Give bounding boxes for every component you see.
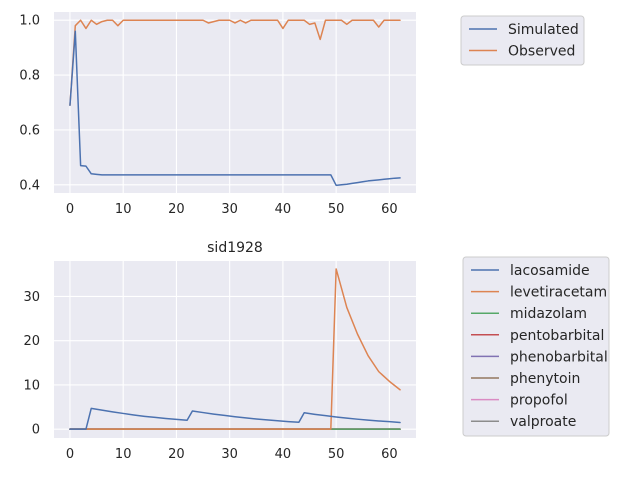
x-tick-label: 50 [328,202,345,217]
x-tick-label: 10 [115,202,132,217]
legend-label: phenobarbital [510,349,608,365]
y-tick-label: 20 [23,334,40,349]
x-tick-label: 0 [66,202,74,217]
legend-label: pentobarbital [510,328,604,344]
subplot-2: 0 10 20 30 40 50 60 0 10 20 30 sid1928 lacosamide lev… [23,240,610,462]
legend-label: propofol [510,393,568,409]
legend-box [462,256,610,437]
plot-area [54,12,416,193]
y-tick-label: 0.6 [19,123,40,138]
y-tick-label: 0.8 [19,69,40,84]
legend: Simulated Observed [460,15,585,66]
legend-label: Simulated [508,22,579,38]
plot-area [54,261,416,438]
y-tick-label: 30 [23,290,40,305]
legend-label: phenytoin [510,371,580,387]
y-tick-label: 1.0 [19,14,40,29]
legend-label: valproate [510,414,576,430]
x-tick-label: 0 [66,447,74,462]
legend: lacosamide levetiracetam midazolam pentobar… [462,256,610,437]
y-tick-label: 0.4 [19,178,40,193]
legend-label: midazolam [510,306,587,322]
x-tick-label: 40 [275,447,292,462]
x-tick-label: 10 [115,447,132,462]
x-tick-label: 40 [275,202,292,217]
y-tick-label: 10 [23,378,40,393]
x-tick-label: 30 [221,447,238,462]
x-tick-label: 50 [328,447,345,462]
x-tick-label: 30 [221,202,238,217]
series-line-simulated [69,30,401,187]
legend-label: Observed [508,44,575,60]
series-line-lacosamide [69,407,401,430]
x-tick-label: 60 [381,447,398,462]
series-line-observed [69,19,401,106]
series-line-levetiracetam [69,268,401,430]
subplot-1: 0 10 20 30 40 50 60 0.4 0.6 0.8 1.0 Simulated Observ… [19,12,585,217]
x-tick-label: 60 [381,202,398,217]
y-tick-label: 0 [32,423,40,438]
x-tick-label: 20 [168,447,185,462]
subplot-title: sid1928 [207,240,263,256]
legend-label: levetiracetam [510,285,607,301]
legend-label: lacosamide [510,263,590,279]
x-tick-label: 20 [168,202,185,217]
